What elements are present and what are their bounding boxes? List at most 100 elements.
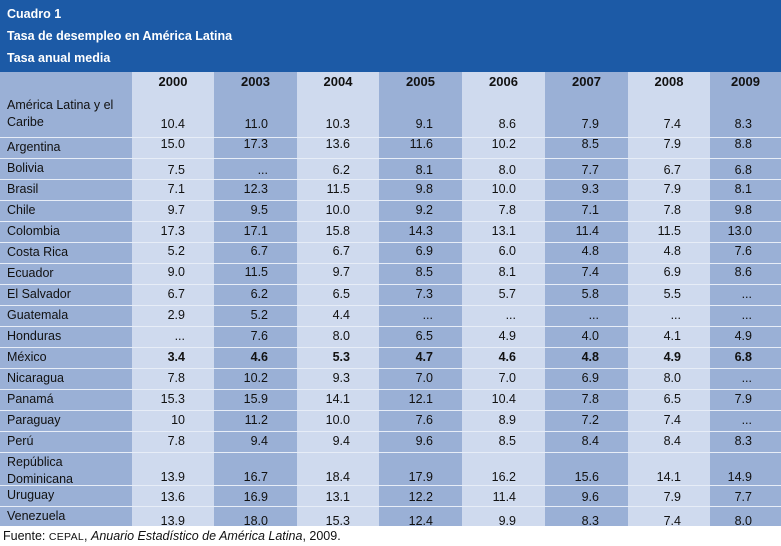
rate-cell: 17.3 xyxy=(160,224,185,238)
table-number: Cuadro 1 xyxy=(7,7,62,21)
country-label: Venezuela xyxy=(7,509,66,523)
country-label: Panamá xyxy=(7,392,54,406)
rate-cell: 6.9 xyxy=(415,244,433,258)
rate-cell: 11.5 xyxy=(657,224,681,238)
country-label: Paraguay xyxy=(7,413,61,427)
rate-cell: 4.1 xyxy=(663,329,681,343)
rate-cell: 17.1 xyxy=(243,224,268,238)
rate-cell: 15.3 xyxy=(325,514,350,528)
year-header: 2008 xyxy=(654,74,684,89)
rate-cell: 6.8 xyxy=(734,163,752,177)
country-label: Uruguay xyxy=(7,488,55,502)
rate-cell: 4.9 xyxy=(734,329,752,343)
rate-cell: 9.3 xyxy=(581,182,599,196)
rate-cell: 7.8 xyxy=(167,371,185,385)
rate-cell: 6.7 xyxy=(332,244,350,258)
year-column-bg xyxy=(214,72,297,526)
rate-cell: 6.7 xyxy=(167,287,185,301)
rate-cell: ... xyxy=(174,329,185,343)
rate-cell: 8.3 xyxy=(581,514,599,528)
rate-cell: 7.9 xyxy=(663,182,681,196)
row-divider xyxy=(0,284,781,285)
country-label: República Dominicana xyxy=(7,455,74,486)
rate-cell: ... xyxy=(257,163,268,177)
year-column-bg xyxy=(545,72,628,526)
rate-cell: 6.5 xyxy=(332,287,350,301)
rate-cell: 8.0 xyxy=(663,371,681,385)
rate-cell: 9.4 xyxy=(250,434,268,448)
rate-cell: 6.5 xyxy=(663,392,681,406)
table-title: Tasa de desempleo en América Latina xyxy=(7,29,233,43)
rate-cell: 8.9 xyxy=(498,413,516,427)
country-label: México xyxy=(7,350,47,364)
country-label: Chile xyxy=(7,203,36,217)
rate-cell: 17.3 xyxy=(243,137,268,151)
rate-cell: 7.9 xyxy=(734,392,752,406)
rate-cell: 13.1 xyxy=(325,490,350,504)
rate-cell: 13.0 xyxy=(727,224,752,238)
rate-cell: 5.3 xyxy=(332,350,350,364)
rate-cell: 7.6 xyxy=(250,329,268,343)
rate-cell: 4.6 xyxy=(498,350,516,364)
rate-cell: 7.5 xyxy=(167,163,185,177)
row-divider xyxy=(0,263,781,264)
rate-cell: 12.2 xyxy=(408,490,433,504)
rate-cell: 11.0 xyxy=(244,117,268,131)
row-divider xyxy=(0,431,781,432)
rate-cell: 10.2 xyxy=(243,371,268,385)
rate-cell: 7.6 xyxy=(734,244,752,258)
rate-cell: 7.6 xyxy=(415,413,433,427)
country-label: Nicaragua xyxy=(7,371,64,385)
rate-cell: 7.7 xyxy=(734,490,752,504)
rate-cell: 11.5 xyxy=(326,182,350,196)
rate-cell: 6.9 xyxy=(581,371,599,385)
row-divider xyxy=(0,179,781,180)
rate-cell: 8.1 xyxy=(498,265,516,279)
rate-cell: 9.0 xyxy=(167,265,185,279)
rate-cell: 8.5 xyxy=(498,434,516,448)
rate-cell: 5.8 xyxy=(581,287,599,301)
year-header: 2003 xyxy=(241,74,270,89)
year-column-bg xyxy=(132,72,214,526)
rate-cell: 9.6 xyxy=(581,490,599,504)
rate-cell: ... xyxy=(741,287,752,301)
rate-cell: 10.4 xyxy=(491,392,516,406)
rate-cell: 7.4 xyxy=(663,514,681,528)
rate-cell: 18.4 xyxy=(325,470,350,484)
year-header: 2007 xyxy=(572,74,601,89)
rate-cell: 7.9 xyxy=(663,490,681,504)
rate-cell: 14.3 xyxy=(408,224,433,238)
rate-cell: 9.6 xyxy=(415,434,433,448)
rate-cell: 10 xyxy=(171,413,185,427)
row-divider xyxy=(0,347,781,348)
rate-cell: 9.7 xyxy=(332,265,350,279)
rate-cell: 11.5 xyxy=(244,265,268,279)
rate-cell: 16.2 xyxy=(491,470,516,484)
rate-cell: 15.3 xyxy=(160,392,185,406)
country-label: Colombia xyxy=(7,224,60,238)
source-note: Fuente: CEPAL, Anuario Estadístico de Am… xyxy=(3,529,341,543)
rate-cell: 6.9 xyxy=(663,265,681,279)
rate-cell: 6.0 xyxy=(498,244,516,258)
rate-cell: 12.3 xyxy=(243,182,268,196)
rate-cell: 6.2 xyxy=(332,163,350,177)
rate-cell: 11.4 xyxy=(492,490,516,504)
rate-cell: 8.6 xyxy=(734,265,752,279)
rate-cell: 4.8 xyxy=(581,244,599,258)
rate-cell: 4.8 xyxy=(663,244,681,258)
year-column-bg xyxy=(628,72,710,526)
rate-cell: 15.9 xyxy=(243,392,268,406)
rate-cell: 9.5 xyxy=(250,203,268,217)
row-divider xyxy=(0,242,781,243)
rate-cell: 13.1 xyxy=(491,224,516,238)
rate-cell: 6.8 xyxy=(734,350,752,364)
rate-cell: 5.2 xyxy=(250,308,268,322)
rate-cell: 13.6 xyxy=(325,137,350,151)
year-header: 2000 xyxy=(158,74,188,89)
row-divider xyxy=(0,506,781,507)
rate-cell: 5.5 xyxy=(663,287,681,301)
rate-cell: 5.2 xyxy=(167,244,185,258)
rate-cell: 7.0 xyxy=(498,371,516,385)
rate-cell: 16.9 xyxy=(243,490,268,504)
row-divider xyxy=(0,410,781,411)
